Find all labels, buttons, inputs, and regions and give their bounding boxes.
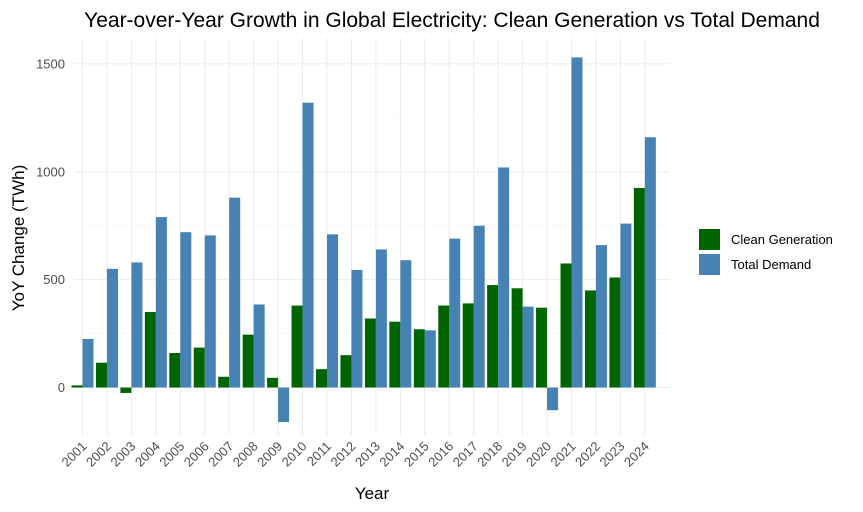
x-tick-label: 2012 [328,439,359,470]
bar-clean-generation-2010 [291,305,303,388]
bar-total-demand-2019 [522,306,534,388]
bar-total-demand-2022 [595,245,607,388]
bar-total-demand-2020 [547,387,559,411]
bar-clean-generation-2005 [169,353,181,388]
x-tick-label: 2013 [352,439,383,470]
bar-clean-generation-2008 [242,334,254,388]
bar-clean-generation-2021 [560,263,572,388]
bar-total-demand-2018 [498,167,510,388]
x-tick-label: 2002 [83,439,114,470]
x-tick-label: 2006 [181,439,212,470]
x-tick-label: 2003 [107,439,138,470]
bar-total-demand-2003 [131,262,143,388]
bar-clean-generation-2019 [511,288,523,388]
x-tick-label: 2010 [279,439,310,470]
bar-clean-generation-2001 [71,385,83,388]
x-tick-label: 2024 [621,439,652,470]
x-tick-label: 2005 [156,439,187,470]
x-tick-label: 2022 [572,439,603,470]
bar-total-demand-2006 [204,235,216,388]
bar-total-demand-2012 [351,269,363,388]
bars [71,57,656,423]
y-tick-label: 1500 [36,56,65,71]
bar-total-demand-2008 [253,304,265,388]
x-tick-label: 2016 [425,439,456,470]
bar-total-demand-2016 [449,238,461,388]
x-tick-label: 2023 [596,439,627,470]
x-tick-label: 2021 [548,439,579,470]
series-clean-generation [71,187,645,393]
bar-total-demand-2010 [302,102,314,388]
bar-total-demand-2009 [278,387,290,423]
bar-total-demand-2011 [327,234,338,388]
bar-total-demand-2014 [400,260,412,388]
y-tick-label: 0 [58,380,65,395]
bar-clean-generation-2002 [95,362,107,388]
x-tick-label: 2017 [450,439,481,470]
x-axis-title: Year [355,484,390,503]
x-tick-label: 2019 [499,439,530,470]
x-tick-label: 2004 [132,439,163,470]
bar-total-demand-2002 [106,268,118,388]
legend: Clean Generation Total Demand [699,229,833,275]
x-tick-label: 2009 [254,439,285,470]
y-tick-label: 1000 [36,164,65,179]
x-tick-label: 2011 [304,439,334,469]
bar-clean-generation-2015 [413,329,425,388]
bar-clean-generation-2023 [609,277,621,388]
x-tick-label: 2001 [59,439,90,470]
y-axis-ticks: 0 500 1000 1500 [36,56,65,395]
bar-clean-generation-2003 [120,387,132,393]
x-tick-label: 2007 [205,439,236,470]
bar-total-demand-2004 [155,217,167,388]
legend-label-clean-generation: Clean Generation [731,232,833,247]
x-tick-label: 2008 [230,439,261,470]
bar-clean-generation-2020 [536,307,548,388]
bar-total-demand-2015 [424,330,436,388]
bar-clean-generation-2006 [193,347,205,388]
legend-label-total-demand: Total Demand [731,257,811,272]
bar-clean-generation-2014 [389,321,401,388]
x-tick-label: 2014 [376,439,407,470]
bar-total-demand-2007 [229,197,241,388]
bar-total-demand-2021 [571,57,583,388]
bar-clean-generation-2007 [218,376,230,388]
chart-title: Year-over-Year Growth in Global Electric… [84,9,820,32]
x-tick-label: 2018 [474,439,505,470]
bar-total-demand-2017 [473,225,485,388]
bar-clean-generation-2012 [340,355,352,388]
bar-total-demand-2023 [620,223,632,388]
bar-clean-generation-2018 [487,285,499,388]
x-axis-ticks: 2001200220032004200520062007200820092010… [59,439,652,470]
x-tick-label: 2020 [523,439,554,470]
bar-clean-generation-2024 [633,187,645,388]
bar-total-demand-2001 [82,338,94,388]
bar-clean-generation-2022 [584,290,596,388]
y-tick-label: 500 [43,272,65,287]
bar-clean-generation-2016 [438,305,450,388]
bar-clean-generation-2004 [144,312,156,388]
bar-total-demand-2024 [644,137,656,388]
legend-swatch-clean-generation [699,229,720,250]
y-axis-title: YoY Change (TWh) [9,165,28,311]
bar-clean-generation-2013 [364,318,376,388]
series-total-demand [82,57,656,423]
bar-clean-generation-2017 [462,303,474,388]
bar-clean-generation-2009 [267,377,279,388]
bar-clean-generation-2011 [316,369,327,388]
legend-swatch-total-demand [699,254,720,275]
bar-total-demand-2013 [375,249,387,388]
bar-total-demand-2005 [180,232,192,388]
x-tick-label: 2015 [401,439,432,470]
